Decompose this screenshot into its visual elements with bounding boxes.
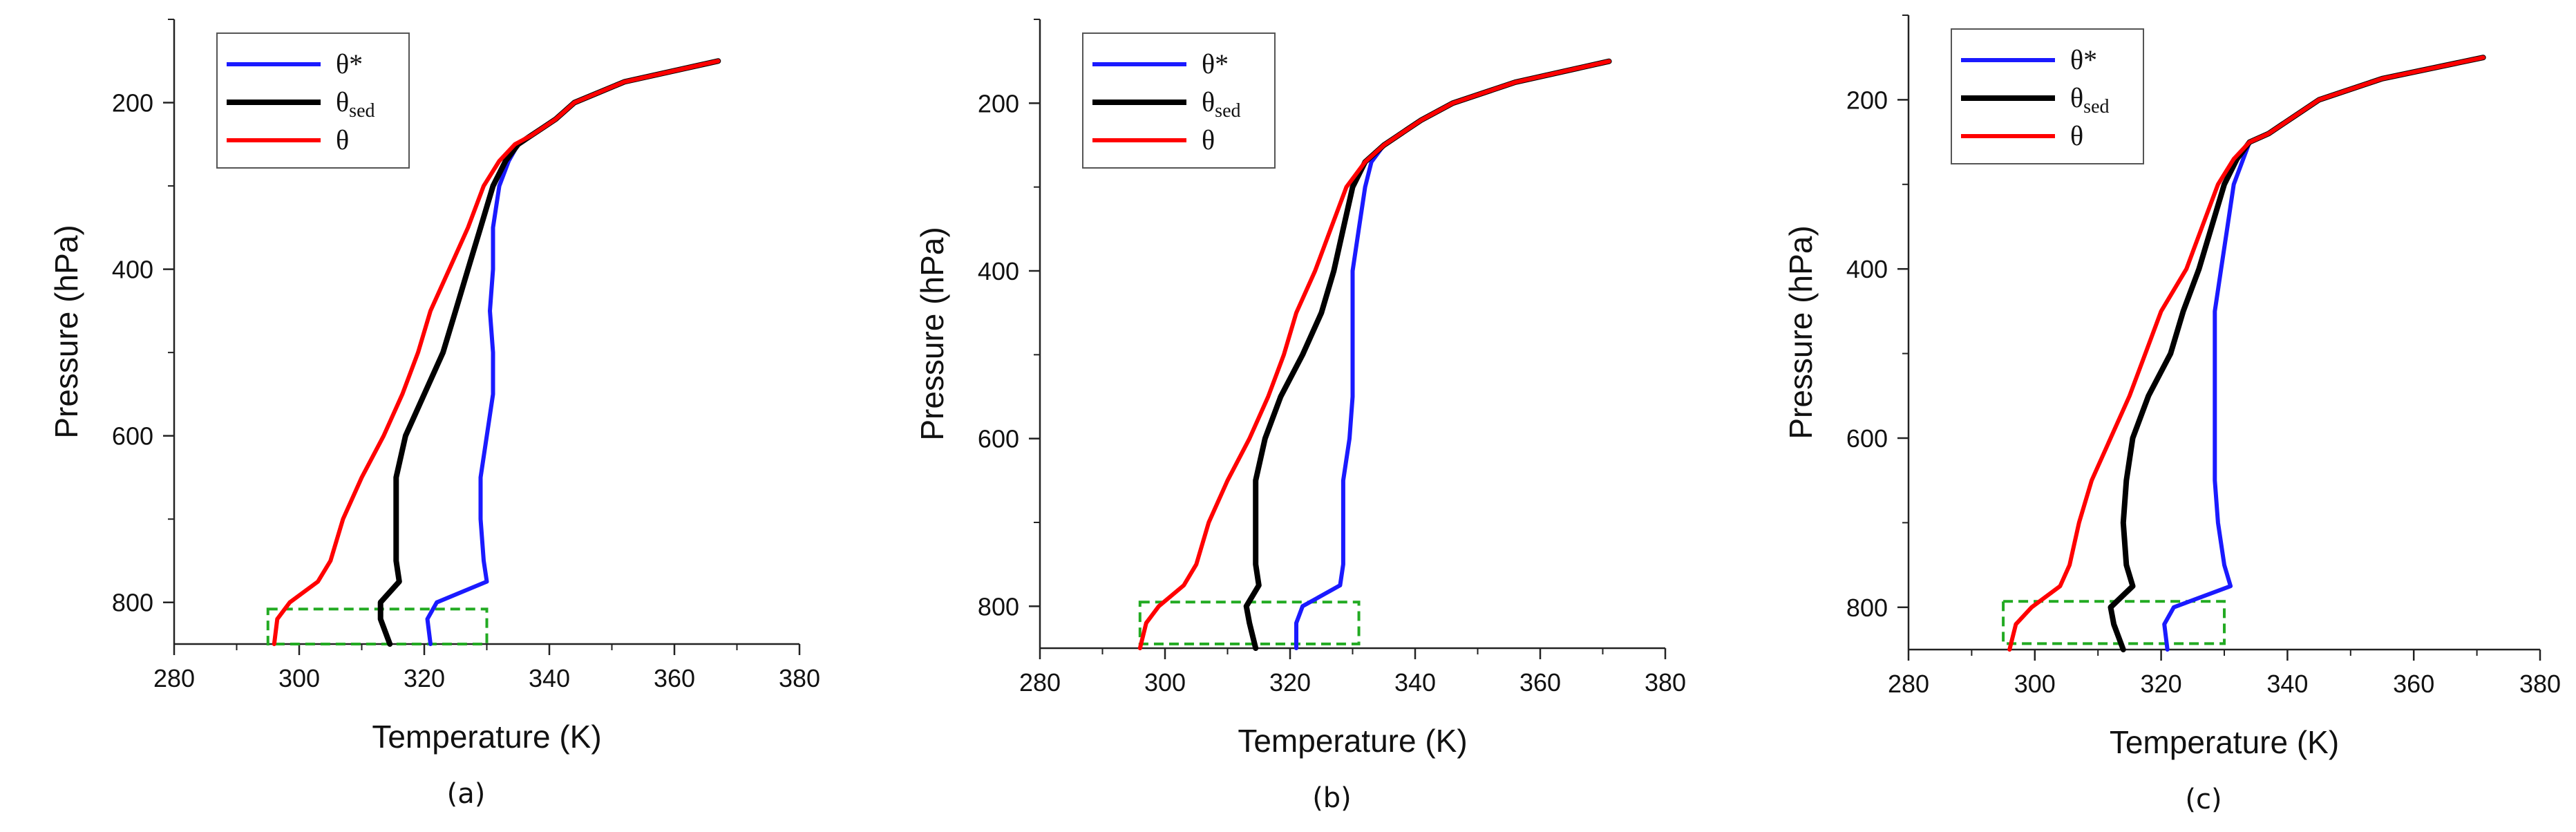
series-line-1 [1294, 59, 1611, 650]
chart-panel-1: 280 300 320 340 360 380 200 400 600 800 Temperatur… [48, 19, 820, 810]
x-tick-label: 340 [1394, 668, 1436, 697]
y-tick-label: 400 [978, 257, 1019, 285]
legend-label-3: θ [1202, 124, 1215, 155]
x-axis-title: Temperature (K) [372, 719, 601, 755]
x-tick-label: 320 [1269, 668, 1311, 697]
x-tick-label: 340 [529, 664, 570, 692]
x-tick-label: 380 [1645, 668, 1686, 697]
x-tick-label: 360 [1519, 668, 1561, 697]
x-tick-label: 300 [1144, 668, 1186, 697]
y-axis-title: Pressure (hPa) [48, 225, 84, 438]
series-line-3 [272, 59, 721, 646]
panel-label: (a) [447, 778, 486, 810]
y-tick-label: 400 [112, 256, 153, 284]
panel-label: (c) [2185, 784, 2222, 815]
x-axis-title: Temperature (K) [2110, 724, 2339, 760]
legend-label-3: θ [2070, 120, 2083, 151]
x-tick-label: 380 [2519, 670, 2561, 698]
y-tick-label: 800 [978, 592, 1019, 621]
y-tick-label: 600 [978, 425, 1019, 453]
series-line-3 [1137, 59, 1611, 650]
x-tick-label: 360 [654, 664, 695, 692]
x-tick-label: 280 [153, 664, 195, 692]
x-tick-label: 320 [2141, 670, 2182, 698]
y-tick-label: 800 [1846, 594, 1888, 622]
x-tick-label: 320 [404, 664, 445, 692]
series-line-2 [1243, 58, 1612, 651]
series-line-2 [2108, 55, 2486, 652]
x-tick-label: 380 [779, 664, 820, 692]
chart-panel-2: 280 300 320 340 360 380 200 400 600 800 Temperatur… [914, 19, 1686, 814]
y-tick-label: 600 [1846, 424, 1888, 453]
legend-label-3: θ [336, 124, 349, 155]
legend-label-1: θ* [336, 48, 363, 79]
x-axis-title: Temperature (K) [1238, 723, 1467, 759]
panel-label: (b) [1312, 782, 1352, 814]
x-tick-label: 340 [2266, 670, 2308, 698]
legend-label-1: θ* [2070, 44, 2097, 75]
legend-label-2: θsed [1202, 86, 1241, 122]
x-tick-label: 300 [2014, 670, 2056, 698]
y-tick-label: 200 [1846, 86, 1888, 114]
y-tick-label: 600 [112, 422, 153, 451]
y-tick-label: 800 [112, 589, 153, 617]
legend-label-2: θsed [336, 86, 375, 122]
x-tick-label: 360 [2393, 670, 2434, 698]
x-tick-label: 300 [278, 664, 320, 692]
y-tick-label: 400 [1846, 255, 1888, 283]
legend-label-2: θsed [2070, 82, 2110, 117]
x-tick-label: 280 [1888, 670, 1929, 698]
y-axis-title: Pressure (hPa) [914, 227, 950, 440]
highlight-box [266, 607, 489, 645]
y-tick-label: 200 [112, 89, 153, 117]
series-line-2 [377, 58, 721, 647]
y-tick-label: 200 [978, 89, 1019, 117]
series-line-1 [425, 59, 721, 646]
series-line-1 [2162, 55, 2485, 652]
x-tick-label: 280 [1019, 668, 1061, 697]
legend-label-1: θ* [1202, 48, 1229, 79]
y-axis-title: Pressure (hPa) [1783, 225, 1819, 439]
chart-panel-3: 280 300 320 340 360 380 200 400 600 800 Temperatur… [1783, 15, 2561, 815]
series-line-3 [2007, 55, 2485, 652]
